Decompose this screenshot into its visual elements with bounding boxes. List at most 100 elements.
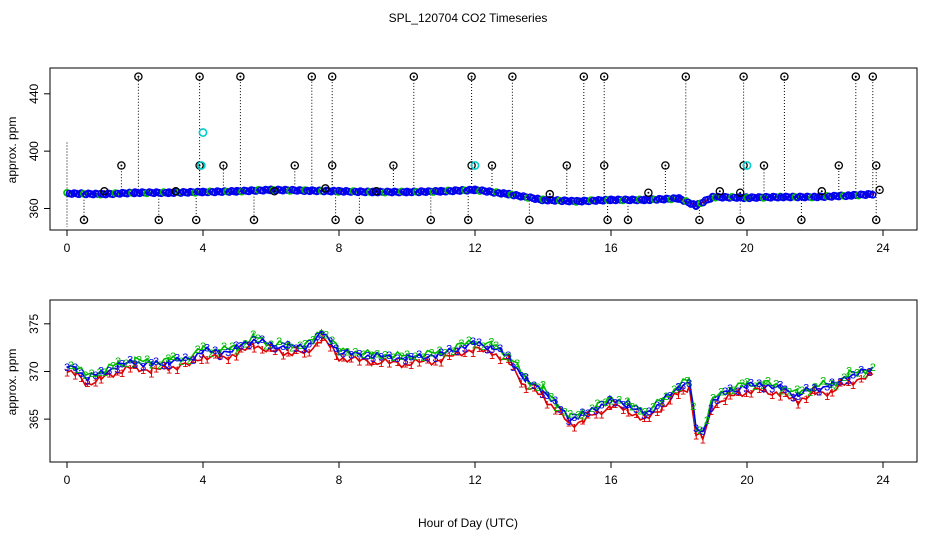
top-spike-point	[599, 161, 609, 170]
bottom-series-marker: 2	[744, 377, 750, 389]
bottom-series-marker: 2	[374, 348, 380, 360]
bottom-series-marker: 1	[489, 350, 495, 362]
bottom-series-marker: 2	[221, 341, 227, 353]
bottom-series-marker: 2	[786, 387, 792, 399]
bottom-series-marker: 1	[199, 355, 205, 367]
bottom-series-marker: 2	[234, 345, 240, 357]
top-spike-point-center	[511, 75, 514, 78]
top-spike-point-center	[222, 164, 225, 167]
top-spike-point-center	[548, 193, 551, 196]
top-spike-point-center	[627, 218, 629, 221]
bottom-series-line-1	[66, 335, 874, 442]
bottom-series-marker: 3	[166, 360, 172, 372]
bottom-series-marker: 1	[106, 369, 112, 381]
bottom-series-marker: 1	[850, 380, 856, 392]
bottom-series-marker: 3	[225, 347, 231, 359]
bottom-series-marker: 1	[748, 389, 754, 401]
bottom-series-marker: 1	[505, 354, 511, 366]
bottom-series-marker: 3	[462, 343, 468, 355]
bottom-series-marker: 2	[765, 376, 771, 388]
bottom-series-marker: 1	[803, 394, 809, 406]
top-data-point	[868, 191, 877, 199]
bottom-series-marker: 2	[404, 349, 410, 361]
top-spike-point-center	[331, 75, 334, 78]
bottom-series-marker: 1	[470, 348, 476, 360]
bottom-series-marker: 1	[140, 365, 146, 377]
bottom-series-marker: 2	[554, 402, 560, 414]
bottom-series-marker: 2	[862, 368, 868, 380]
top-y-tick-label: 440	[27, 83, 41, 103]
bottom-series-marker: 2	[506, 352, 512, 364]
bottom-series-marker: 1	[438, 358, 444, 370]
bottom-series-marker: 3	[558, 404, 564, 416]
bottom-series-marker: 1	[866, 367, 872, 379]
bottom-series-marker: 2	[170, 351, 176, 363]
top-spike-point	[327, 72, 337, 81]
bottom-series-marker: 1	[566, 418, 572, 430]
bottom-series-marker: 2	[242, 338, 248, 350]
bottom-series-marker: 3	[743, 383, 749, 395]
bottom-series-marker: 3	[667, 390, 673, 402]
bottom-series-marker: 3	[612, 397, 618, 409]
top-spike-point	[603, 215, 612, 225]
bottom-series-marker: 3	[858, 365, 864, 377]
bottom-series-marker: 3	[386, 350, 392, 362]
bottom-series-marker: 3	[140, 362, 146, 374]
top-spike-point-center	[429, 218, 432, 221]
top-overlay-point	[198, 128, 208, 137]
top-spike-point-center	[739, 191, 742, 194]
bottom-series-marker: 2	[195, 344, 201, 356]
top-x-tick-label: 8	[336, 241, 343, 255]
bottom-series-marker: 1	[333, 351, 339, 363]
bottom-series-marker: 2	[360, 349, 366, 361]
bottom-series-marker: 3	[811, 383, 817, 395]
bottom-series-marker: 2	[663, 391, 669, 403]
bottom-series-marker: 1	[625, 408, 631, 420]
bot-y-tick-label: 375	[27, 313, 41, 333]
top-spike-point	[117, 161, 126, 170]
bot-x-tick-label: 16	[604, 473, 618, 487]
top-spike-point-center	[664, 164, 667, 167]
top-spike-point	[195, 72, 204, 81]
bottom-series-marker: 3	[566, 416, 572, 428]
top-spike-point-center	[331, 164, 334, 167]
top-x-axis: 0 4 8 12 16 20 24	[64, 230, 890, 255]
top-spike-point-center	[470, 75, 473, 78]
bottom-series-marker: 2	[642, 406, 648, 418]
bottom-series-marker: 3	[106, 366, 112, 378]
bottom-series-marker: 2	[472, 340, 478, 352]
top-spike-point-center	[491, 164, 493, 167]
bottom-series-marker: 1	[571, 422, 577, 434]
bottom-series-marker: 1	[319, 332, 325, 344]
bottom-series-marker: 2	[812, 382, 818, 394]
bottom-series-marker: 2	[581, 411, 587, 423]
top-spike-point	[154, 215, 164, 225]
top-spike-point	[735, 215, 745, 225]
top-spike-point	[191, 215, 201, 225]
bottom-series-marker: 1	[454, 346, 460, 358]
bottom-series-marker: 1	[348, 354, 354, 366]
bottom-series-marker: 1	[78, 373, 84, 385]
bottom-series-marker: 2	[594, 398, 600, 410]
bottom-plot-marks: 1 1 1 1 1 11 11 11 1 11 11 11 1 1 1 11 1 11 11 1 11 11 1 111111…	[64, 329, 876, 447]
bottom-series-marker: 1	[190, 354, 196, 366]
bottom-series-marker: 1	[132, 360, 138, 372]
top-spike-point-center	[837, 164, 840, 167]
bottom-series-marker: 1	[777, 392, 783, 404]
top-spike-point	[331, 215, 340, 225]
bottom-series-marker: 2	[284, 340, 290, 352]
bottom-series-marker: 2	[624, 396, 630, 408]
bottom-series-marker: 3	[476, 337, 482, 349]
bottom-series-marker: 1	[327, 342, 333, 354]
bottom-series-marker: 2	[82, 370, 88, 382]
top-spike-point-center	[698, 218, 701, 221]
bottom-series-marker: 2	[420, 352, 426, 364]
bottom-series-marker: 3	[552, 395, 558, 407]
bottom-series-marker: 2	[165, 353, 171, 365]
bottom-series-marker: 3	[523, 372, 529, 384]
bottom-series-marker: 3	[190, 355, 196, 367]
top-spike-point-center	[310, 75, 313, 78]
top-spike-point-center	[273, 190, 276, 193]
bottom-series-marker: 3	[416, 349, 422, 361]
bottom-series-marker: 2	[522, 372, 528, 384]
